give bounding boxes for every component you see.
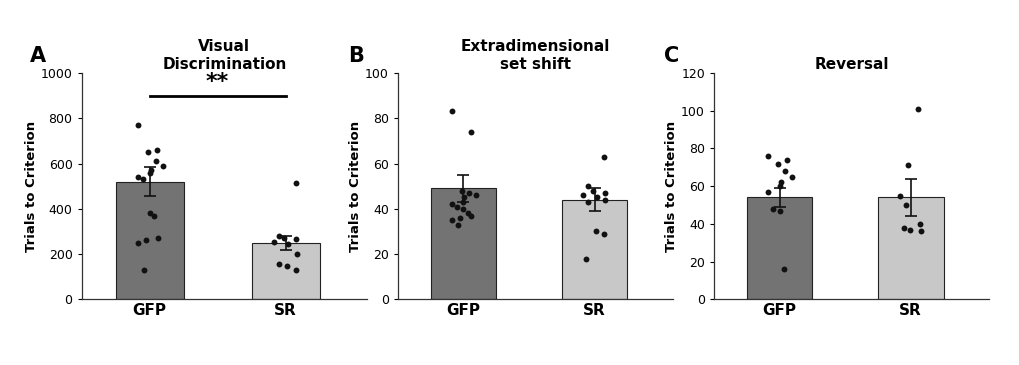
Bar [877,197,943,299]
Point [455,195,472,200]
Point [140,149,156,155]
Point [462,129,478,135]
Bar [115,182,183,299]
Point [587,228,603,234]
Point [596,197,612,203]
Point [468,192,484,198]
Point [580,199,596,205]
Point [775,266,792,272]
Point [454,199,471,205]
Point [909,106,925,112]
Point [901,227,917,233]
Point [148,158,164,164]
Title: Reversal: Reversal [813,57,889,72]
Point [912,228,928,234]
Point [142,210,158,216]
Bar [746,197,811,299]
Point [287,180,304,186]
Point [276,235,292,241]
Y-axis label: Trials to Criterion: Trials to Criterion [24,120,38,252]
Bar [430,188,495,299]
Point [150,235,166,241]
Point [595,154,611,160]
Point [899,162,915,168]
Point [448,204,465,210]
Point [142,170,158,176]
Point [271,261,287,267]
Point [595,231,611,237]
Point [575,192,591,198]
Point [897,202,913,208]
Point [270,233,286,239]
Point [278,264,294,269]
Point [453,188,470,193]
Point [770,183,787,189]
Point [138,238,154,243]
Point [146,213,162,219]
Point [288,251,305,257]
Point [154,163,170,169]
Point [892,193,908,199]
Point [449,222,466,227]
Y-axis label: Trials to Criterion: Trials to Criterion [348,120,362,252]
Point [451,215,468,221]
Point [443,217,460,223]
Point [460,210,476,216]
Point [443,201,460,207]
Point [463,213,479,219]
Point [577,255,593,261]
Point [759,189,775,195]
Text: B: B [347,46,364,66]
Y-axis label: Trials to Criterion: Trials to Criterion [664,120,678,252]
Point [776,168,793,174]
Point [759,153,775,159]
Point [454,206,471,212]
Point [461,190,477,196]
Text: A: A [31,46,46,66]
Point [149,147,165,153]
Title: Extradimensional
set shift: Extradimensional set shift [461,39,609,72]
Bar [561,200,627,299]
Point [911,221,927,227]
Point [588,195,604,200]
Point [770,208,787,214]
Point [777,157,794,163]
Point [895,225,911,231]
Point [287,267,304,273]
Point [771,180,788,185]
Point [135,176,151,182]
Point [129,122,146,128]
Point [764,206,781,212]
Point [596,190,612,196]
Point [579,183,595,189]
Text: **: ** [206,72,229,92]
Point [769,161,786,166]
Point [784,174,800,180]
Point [129,174,146,180]
Point [287,237,304,242]
Point [143,168,159,173]
Point [585,188,601,193]
Point [279,241,296,247]
Title: Visual
Discrimination: Visual Discrimination [162,39,286,72]
Point [266,239,282,245]
Point [129,240,146,246]
Bar [252,243,319,299]
Point [136,267,152,273]
Text: C: C [663,46,679,66]
Point [443,108,460,114]
